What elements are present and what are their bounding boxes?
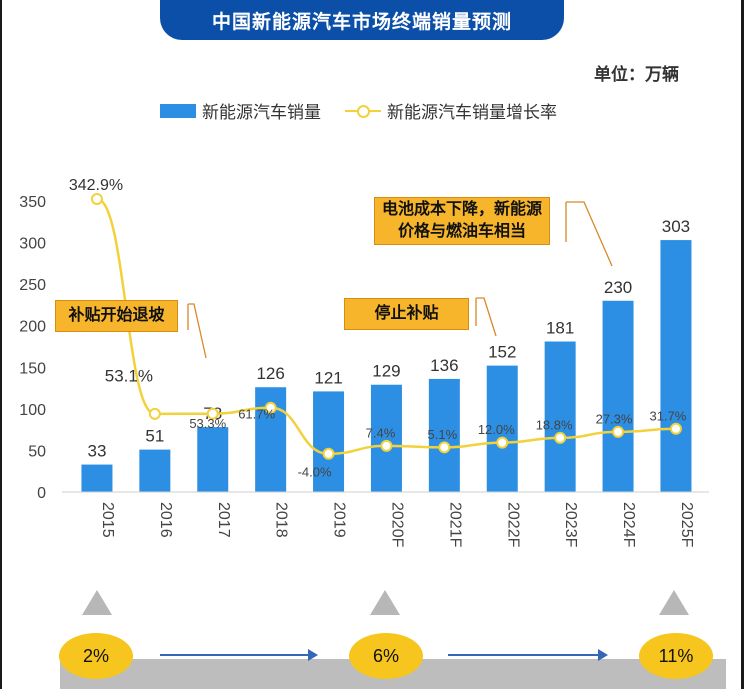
milestone-triangle-3: [659, 590, 689, 615]
y-tick-label: 0: [37, 485, 46, 502]
growth-rate-point: [322, 447, 335, 460]
x-category-label: 2023F: [562, 502, 579, 548]
x-category-label: 2021F: [446, 502, 463, 548]
growth-rate-point: [206, 407, 219, 420]
growth-rate-label: 27.3%: [596, 411, 633, 426]
growth-rate-point: [612, 425, 625, 438]
right-frame-border: [741, 0, 744, 689]
x-category-label: 2018: [273, 502, 290, 538]
milestone-triangle-1: [82, 590, 112, 615]
legend-bar-label: 新能源汽车销量: [202, 103, 321, 122]
growth-rate-point: [380, 439, 393, 452]
unit-label: 单位：万辆: [594, 65, 679, 84]
sales-bar: [81, 464, 113, 492]
growth-rate-label: 31.7%: [650, 408, 687, 423]
callout-subsidy-decline: 补贴开始退坡: [55, 300, 178, 332]
milestone-triangle-2: [370, 590, 400, 615]
y-tick-label: 300: [19, 236, 46, 253]
bar-value-label: 126: [256, 364, 284, 383]
x-category-label: 2015: [99, 502, 116, 538]
sales-bar: [428, 378, 460, 492]
x-category-label: 2022F: [504, 502, 521, 548]
growth-rate-label: 5.1%: [428, 427, 458, 442]
bar-value-label: 230: [604, 278, 632, 297]
y-tick-label: 350: [19, 194, 46, 211]
growth-rate-label: 53.1%: [105, 366, 153, 385]
legend-line-swatch: [345, 104, 381, 118]
y-tick-label: 200: [19, 319, 46, 336]
y-tick-label: 50: [28, 443, 46, 460]
bar-value-label: 136: [430, 356, 458, 375]
bar-value-label: 129: [372, 362, 400, 381]
sales-bar: [197, 427, 229, 492]
callout-battery-cost: 电池成本下降，新能源价格与燃油车相当: [374, 197, 550, 245]
legend-line-item: 新能源汽车销量增长率: [345, 98, 557, 123]
sales-bar: [139, 449, 171, 492]
growth-rate-label: -4.0%: [298, 464, 332, 479]
progress-arrow-1: [160, 649, 318, 661]
share-badge-6pct: 6%: [349, 633, 423, 679]
sales-bar: [602, 300, 634, 492]
x-category-label: 2025F: [678, 502, 695, 548]
x-category-label: 2019: [331, 502, 348, 538]
bar-value-label: 121: [314, 368, 342, 387]
growth-rate-point: [264, 401, 277, 414]
growth-rate-label: 53.3%: [189, 416, 226, 431]
x-category-label: 2024F: [620, 502, 637, 548]
growth-rate-point: [90, 193, 103, 205]
legend-bar-swatch: [160, 103, 196, 118]
y-tick-label: 250: [19, 277, 46, 294]
bar-value-label: 303: [662, 217, 690, 236]
growth-rate-point: [148, 407, 161, 420]
growth-rate-label: 18.8%: [536, 417, 573, 432]
bar-value-label: 33: [87, 442, 106, 461]
growth-rate-label: 7.4%: [366, 425, 396, 440]
bar-value-label: 51: [145, 427, 164, 446]
legend-line-label: 新能源汽车销量增长率: [387, 103, 557, 122]
x-category-label: 2020F: [388, 502, 405, 548]
chart-legend: 新能源汽车销量 新能源汽车销量增长率: [160, 98, 557, 123]
chart-title: 中国新能源汽车市场终端销量预测: [160, 0, 564, 40]
bar-value-label: 152: [488, 343, 516, 362]
callout-bracket-subsidy-stop: [475, 297, 497, 337]
share-badge-11pct: 11%: [639, 633, 713, 679]
growth-rate-point: [496, 436, 509, 449]
growth-rate-label: 342.9%: [69, 177, 123, 194]
callout-subsidy-stop: 停止补贴: [344, 298, 469, 330]
growth-rate-point: [554, 431, 567, 444]
x-category-label: 2017: [215, 502, 232, 538]
x-category-label: 2016: [157, 502, 174, 538]
growth-rate-point: [669, 422, 682, 435]
progress-arrow-2: [448, 649, 608, 661]
share-badge-2pct: 2%: [59, 633, 133, 679]
callout-bracket-subsidy-decline: [187, 303, 207, 359]
sales-bar: [370, 384, 402, 492]
growth-rate-point: [438, 441, 451, 454]
sales-bar: [313, 391, 345, 492]
callout-bracket-battery-cost: [565, 201, 613, 267]
growth-rate-label: 12.0%: [478, 422, 515, 437]
bar-value-label: 181: [546, 319, 574, 338]
y-tick-label: 150: [19, 360, 46, 377]
left-frame-border: [0, 0, 2, 689]
y-tick-label: 100: [19, 402, 46, 419]
growth-rate-label: 61.7%: [238, 406, 275, 421]
sales-bar: [544, 341, 576, 492]
sales-bar: [660, 240, 692, 492]
sales-bar: [486, 365, 518, 492]
